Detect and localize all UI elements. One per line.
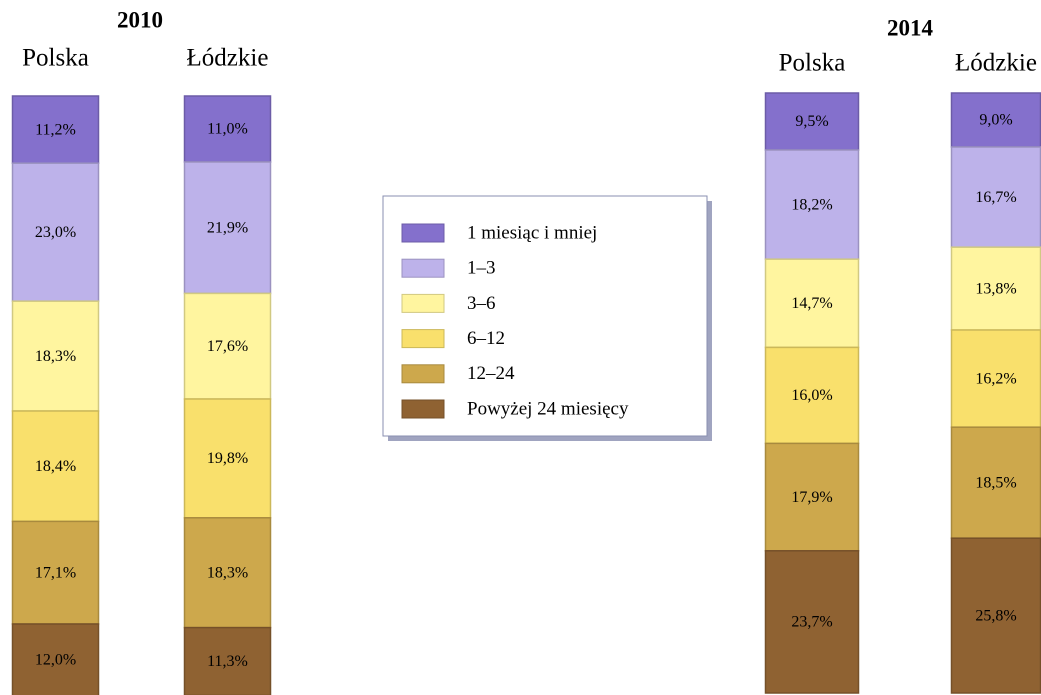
legend-label: 12–24 [467, 363, 515, 384]
chart-title: 2010 [117, 7, 163, 32]
value-label: 25,8% [975, 607, 1016, 624]
value-label: 18,3% [207, 564, 248, 581]
bar-segment [764, 550, 860, 694]
value-label: 18,4% [35, 458, 76, 475]
bar-segment [950, 426, 1041, 539]
value-label: 23,7% [791, 614, 832, 631]
bar-segment [950, 246, 1041, 331]
category-label: Polska [779, 50, 846, 77]
legend-label: 1 miesiąc i mniej [467, 222, 597, 243]
legend-swatch [401, 329, 445, 349]
value-label: 14,7% [791, 295, 832, 312]
value-label: 17,1% [35, 564, 76, 581]
category-label: Łódzkie [187, 45, 269, 72]
bar-segment [764, 346, 860, 445]
bar-segment [183, 95, 272, 163]
value-label: 11,2% [35, 121, 76, 138]
legend-swatch [401, 223, 445, 243]
legend-label: 1–3 [467, 258, 496, 279]
category-label: Łódzkie [955, 50, 1037, 77]
bar-segment [183, 161, 272, 295]
value-label: 17,9% [791, 489, 832, 506]
bar-segment [950, 146, 1041, 248]
value-label: 23,0% [35, 224, 76, 241]
value-label: 9,0% [979, 112, 1012, 129]
bar-segment [11, 623, 100, 695]
value-label: 13,8% [975, 280, 1016, 297]
legend-label: Powyżej 24 miesięcy [467, 398, 629, 419]
bar-segment [183, 398, 272, 519]
value-label: 16,7% [975, 189, 1016, 206]
value-label: 12,0% [35, 652, 76, 669]
value-label: 9,5% [795, 113, 828, 130]
legend-swatch [401, 364, 445, 384]
bar-segment [183, 626, 272, 695]
bar-segment [764, 258, 860, 349]
bar-segment [764, 149, 860, 260]
bar-segment [764, 442, 860, 552]
value-label: 18,2% [791, 196, 832, 213]
bar-segment [11, 95, 100, 164]
chart-title: 2014 [887, 15, 934, 40]
value-label: 11,3% [207, 653, 248, 670]
bar-segment [764, 92, 860, 151]
legend-label: 3–6 [467, 293, 496, 314]
bar-segment [950, 537, 1041, 694]
value-label: 21,9% [207, 219, 248, 236]
category-label: Polska [22, 45, 89, 72]
value-label: 11,0% [207, 121, 248, 138]
value-label: 18,3% [35, 348, 76, 365]
value-label: 19,8% [207, 450, 248, 467]
legend-label: 6–12 [467, 328, 505, 349]
legend-swatch [401, 258, 445, 278]
legend-swatch [401, 293, 445, 313]
bar-segment [183, 517, 272, 629]
legend-swatch [401, 399, 445, 419]
value-label: 17,6% [207, 338, 248, 355]
value-label: 18,5% [975, 474, 1016, 491]
bar-segment [950, 329, 1041, 428]
bar-segment [11, 162, 100, 302]
value-label: 16,0% [791, 387, 832, 404]
value-label: 16,2% [975, 370, 1016, 387]
